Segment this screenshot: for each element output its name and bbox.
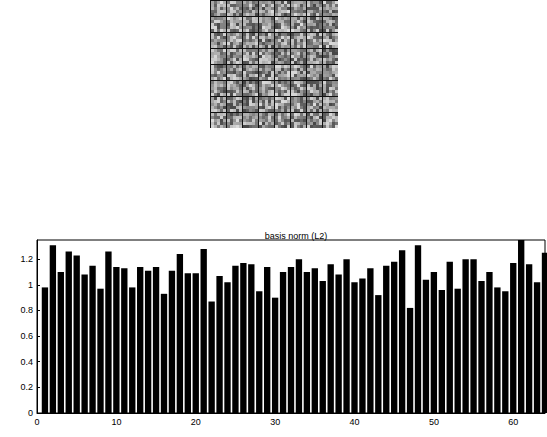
svg-text:0.2: 0.2 [20, 382, 33, 392]
svg-text:1.2: 1.2 [20, 254, 33, 264]
svg-text:0.6: 0.6 [20, 331, 33, 341]
svg-text:0.4: 0.4 [20, 357, 33, 367]
svg-text:basis norm (L2): basis norm (L2) [265, 231, 328, 241]
svg-text:60: 60 [508, 417, 518, 427]
svg-text:0.8: 0.8 [20, 305, 33, 315]
svg-text:10: 10 [111, 417, 121, 427]
svg-text:50: 50 [429, 417, 439, 427]
svg-text:20: 20 [191, 417, 201, 427]
svg-text:1: 1 [28, 280, 33, 290]
svg-text:40: 40 [349, 417, 359, 427]
svg-text:0: 0 [34, 417, 39, 427]
svg-text:0: 0 [28, 408, 33, 418]
svg-text:30: 30 [270, 417, 280, 427]
